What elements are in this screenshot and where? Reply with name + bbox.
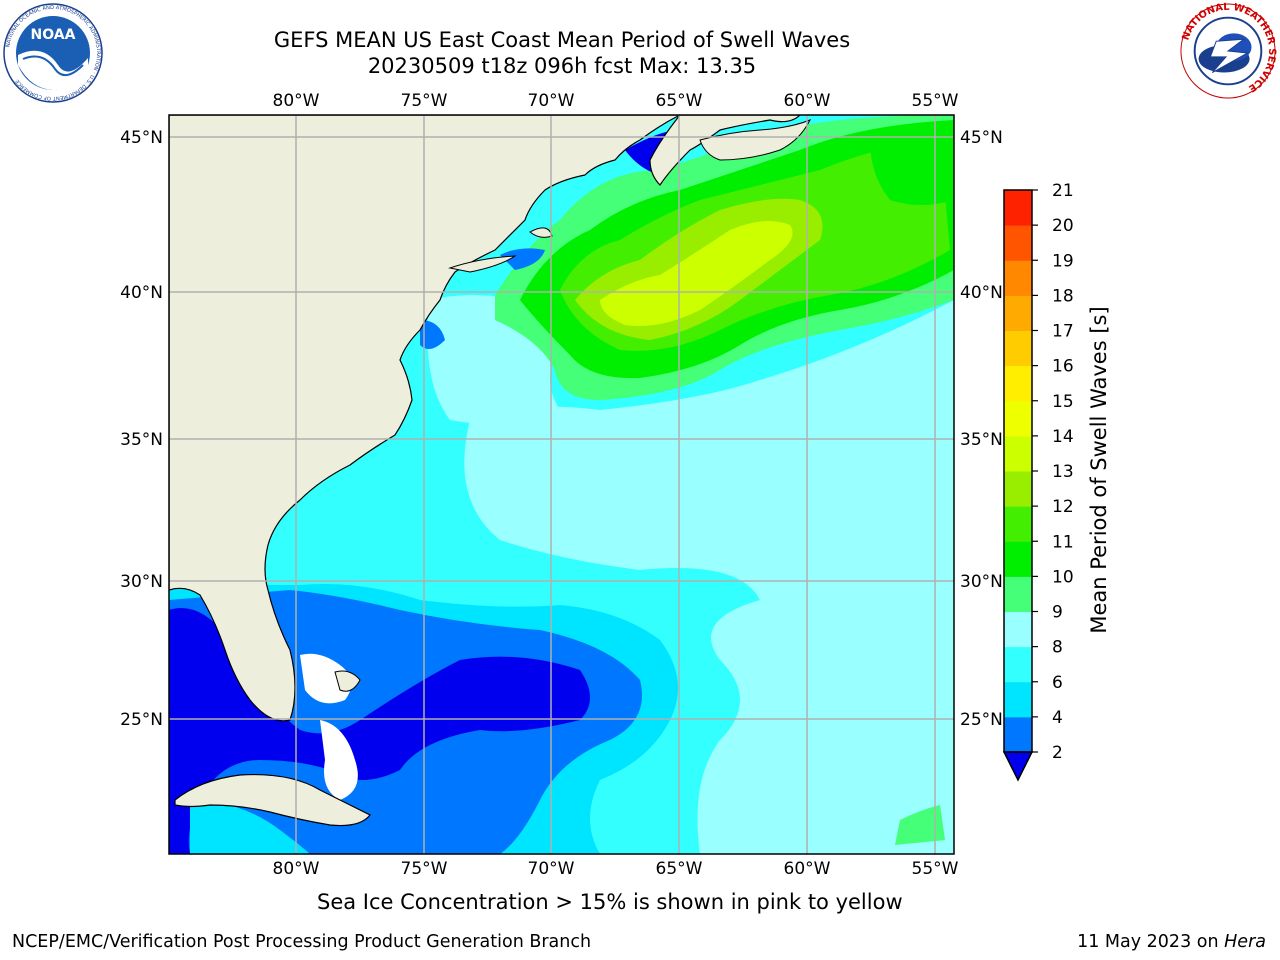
swell-zone-south-cuba xyxy=(190,800,310,854)
colorbar-segment xyxy=(1004,506,1032,542)
colorbar-extend-arrow xyxy=(1002,751,1034,782)
colorbar-label: 18 xyxy=(1052,286,1074,306)
colorbar-segment xyxy=(1004,611,1032,648)
lon-tick-top-70: 70°W xyxy=(528,91,575,111)
lat-tick-right-35: 35°N xyxy=(960,430,1003,450)
lon-tick-bottom-65: 65°W xyxy=(656,859,703,879)
map-field xyxy=(169,115,954,854)
lat-tick-right-45: 45°N xyxy=(960,128,1003,148)
colorbar-segment xyxy=(1004,576,1032,612)
colorbar-label: 8 xyxy=(1052,638,1063,658)
swell-zone-below-2s xyxy=(169,608,590,854)
colorbar-label: 4 xyxy=(1052,708,1063,728)
lon-tick-bottom-70: 70°W xyxy=(528,859,575,879)
lat-ticks-left: 45°N 40°N 35°N 30°N 25°N xyxy=(120,128,163,730)
cuba-land xyxy=(174,774,371,827)
map-frame xyxy=(168,114,955,855)
lat-tick-right-40: 40°N xyxy=(960,283,1003,303)
lon-tick-top-55: 55°W xyxy=(912,91,959,111)
colorbar-label: 17 xyxy=(1052,322,1074,342)
lon-ticks-bottom: 80°W 75°W 70°W 65°W 60°W 55°W xyxy=(273,859,959,879)
colorbar-label: 10 xyxy=(1052,567,1074,587)
colorbar-label: 21 xyxy=(1052,181,1074,201)
carolina-coast-blue xyxy=(420,320,445,349)
colorbar: 2 4 6 8 9 10 11 12 13 14 15 16 17 18 19 20 21 xyxy=(1002,181,1074,782)
lon-ticks-top: 80°W 75°W 70°W 65°W 60°W 55°W xyxy=(273,91,959,111)
colorbar-segment xyxy=(1004,400,1032,437)
lon-tick-bottom-75: 75°W xyxy=(401,859,448,879)
bahamas-island xyxy=(334,670,361,692)
long-island xyxy=(448,255,517,273)
sea-ice-note: Sea Ice Concentration > 15% is shown in … xyxy=(317,890,903,914)
lat-tick-left-30: 30°N xyxy=(120,572,163,592)
colorbar-segment xyxy=(1004,471,1032,507)
footer-date-text: 11 May 2023 on xyxy=(1077,932,1225,952)
cape-cod xyxy=(529,227,553,238)
noaa-logo: NOAA NATIONAL OCEANIC AND ATMOSPHERIC AD… xyxy=(3,3,103,103)
graticule xyxy=(169,115,954,854)
colorbar-segment xyxy=(1004,295,1032,331)
lon-tick-top-65: 65°W xyxy=(656,91,703,111)
lat-ticks-right: 45°N 40°N 35°N 30°N 25°N xyxy=(960,128,1003,730)
colorbar-segment xyxy=(1004,716,1032,753)
lat-tick-right-30: 30°N xyxy=(960,572,1003,592)
lat-tick-right-25: 25°N xyxy=(960,710,1003,730)
colorbar-label: 20 xyxy=(1052,216,1074,236)
colorbar-segment xyxy=(1004,190,1032,226)
colorbar-segment xyxy=(1004,681,1032,718)
bahamas-banks-2 xyxy=(320,720,358,800)
footer-date: 11 May 2023 on Hera xyxy=(1077,932,1266,952)
lat-tick-left-35: 35°N xyxy=(120,430,163,450)
colorbar-label: 2 xyxy=(1052,743,1063,763)
nws-logo: NATIONAL WEATHER SERVICE xyxy=(1180,2,1277,99)
chart-title: GEFS MEAN US East Coast Mean Period of S… xyxy=(273,28,851,52)
lon-tick-top-60: 60°W xyxy=(784,91,831,111)
lat-tick-left-25: 25°N xyxy=(120,710,163,730)
bahamas-banks xyxy=(300,653,352,704)
colorbar-segment xyxy=(1004,646,1032,683)
colorbar-label: 15 xyxy=(1052,392,1074,412)
colorbar-segment xyxy=(1004,435,1032,472)
colorbar-title: Mean Period of Swell Waves [s] xyxy=(1087,306,1111,633)
colorbar-segment xyxy=(1004,541,1032,577)
chart-subtitle: 20230509 t18z 096h fcst Max: 13.35 xyxy=(367,54,757,78)
footer-credit: NCEP/EMC/Verification Post Processing Pr… xyxy=(12,932,592,952)
colorbar-label: 13 xyxy=(1052,462,1074,482)
lon-tick-bottom-80: 80°W xyxy=(273,859,320,879)
swell-zone-13s xyxy=(600,221,793,326)
lon-tick-bottom-55: 55°W xyxy=(912,859,959,879)
swell-zone-southeast-green xyxy=(895,805,945,845)
nj-coast-blue xyxy=(500,248,545,270)
lon-tick-bottom-60: 60°W xyxy=(784,859,831,879)
colorbar-label: 16 xyxy=(1052,357,1074,377)
colorbar-label: 6 xyxy=(1052,673,1063,693)
footer-machine: Hera xyxy=(1224,932,1266,952)
lon-tick-top-75: 75°W xyxy=(401,91,448,111)
lat-tick-left-45: 45°N xyxy=(120,128,163,148)
swell-zone-east-green xyxy=(870,125,954,205)
lat-tick-left-40: 40°N xyxy=(120,283,163,303)
colorbar-segment xyxy=(1004,225,1032,261)
colorbar-segment xyxy=(1004,365,1032,402)
colorbar-label: 9 xyxy=(1052,603,1063,623)
colorbar-label: 19 xyxy=(1052,251,1074,271)
colorbar-segment xyxy=(1004,330,1032,367)
colorbar-label: 11 xyxy=(1052,532,1074,552)
colorbar-label: 12 xyxy=(1052,497,1074,517)
colorbar-segment xyxy=(1004,260,1032,296)
lon-tick-top-80: 80°W xyxy=(273,91,320,111)
colorbar-label: 14 xyxy=(1052,427,1074,447)
canada-land xyxy=(649,115,801,186)
noaa-logo-text: NOAA xyxy=(31,27,76,43)
